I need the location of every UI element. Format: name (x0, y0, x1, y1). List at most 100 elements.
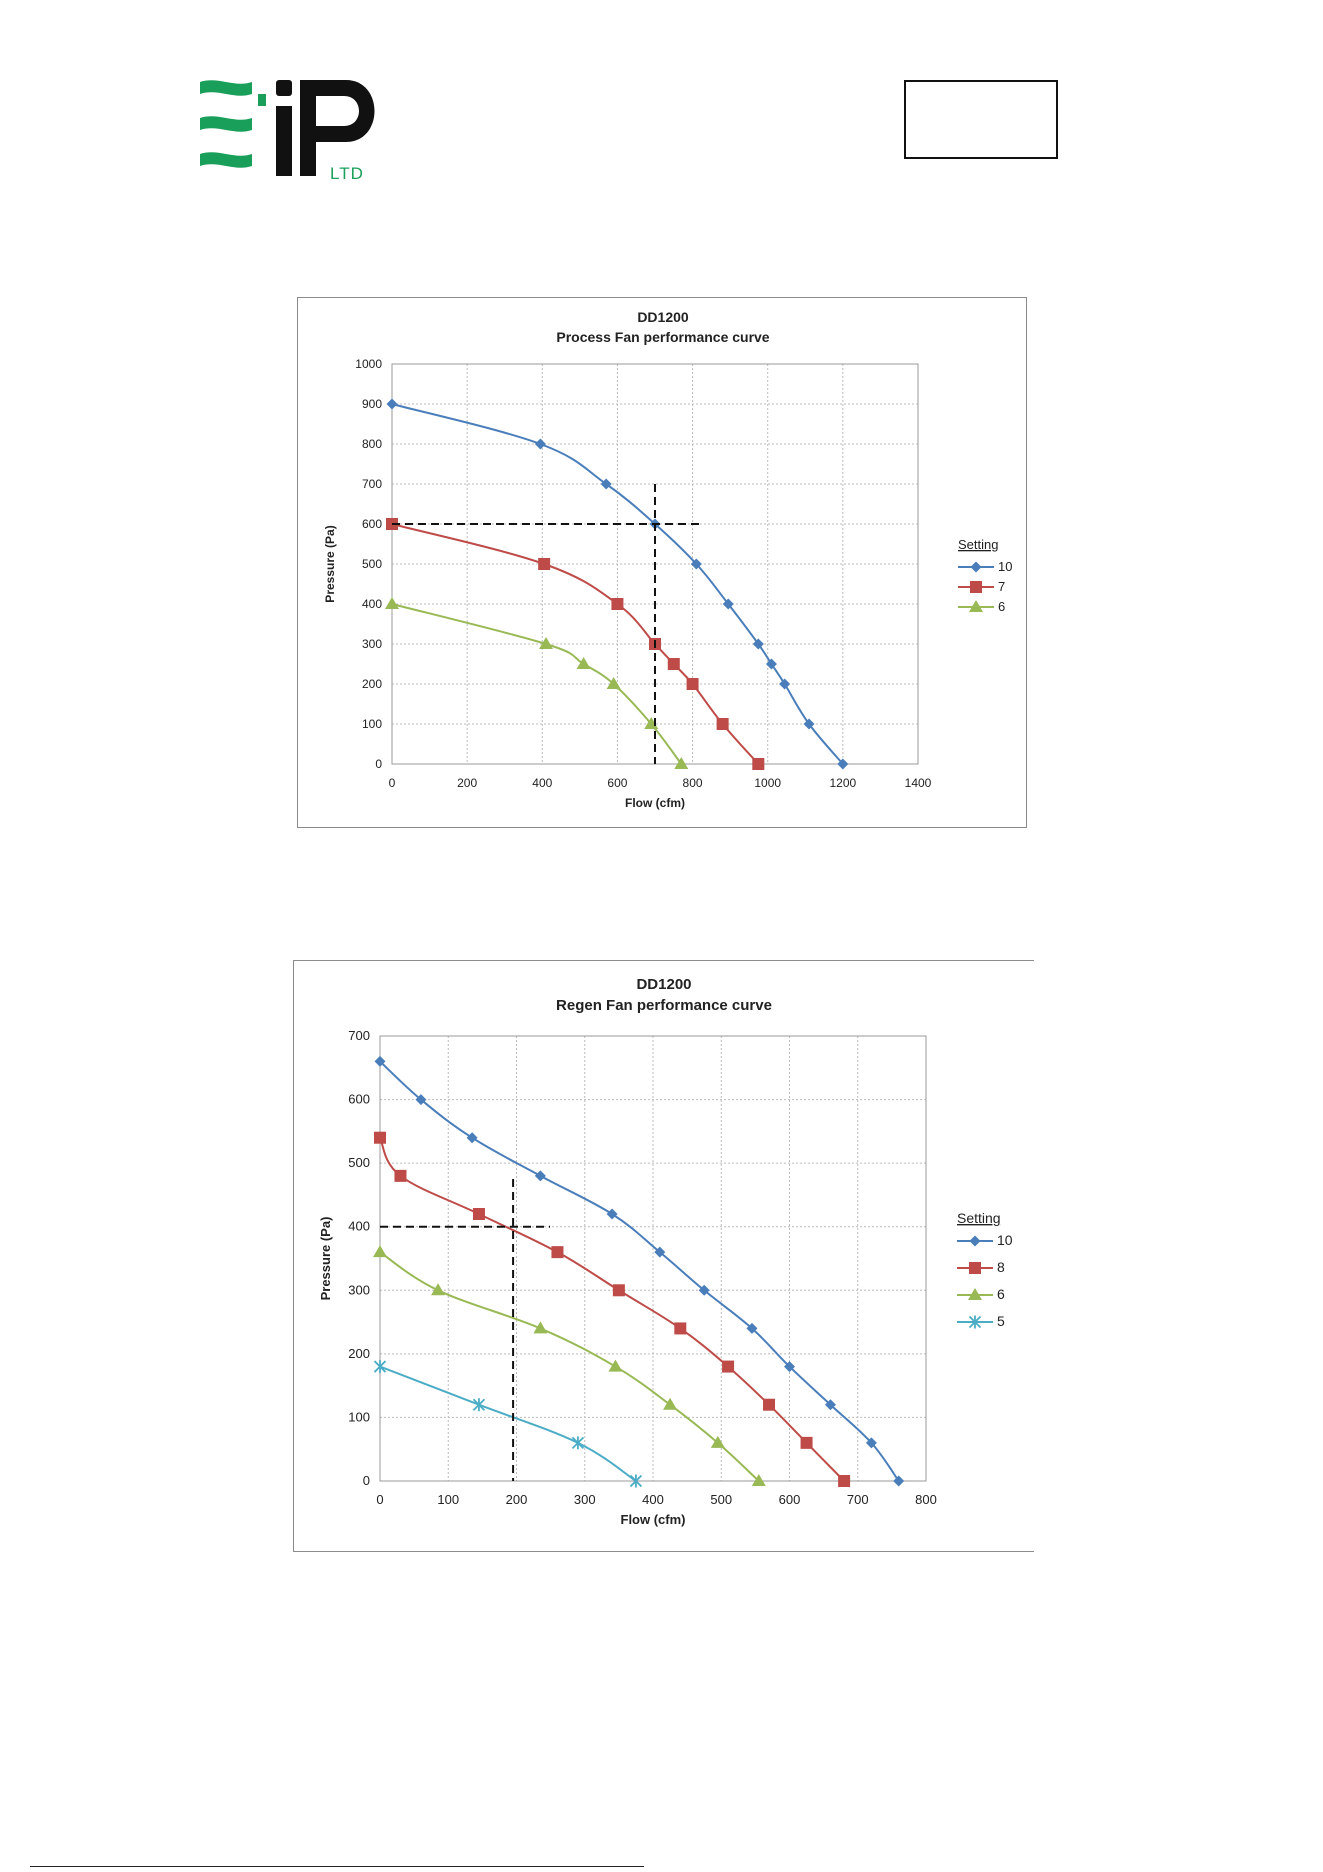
data-point-6 (373, 1245, 387, 1258)
y-tick-label: 1000 (355, 357, 382, 371)
legend-marker-10 (970, 561, 982, 573)
data-point-10 (534, 1170, 546, 1182)
x-tick-label: 800 (915, 1492, 937, 1507)
data-point-5 (629, 1474, 643, 1488)
y-tick-label: 700 (362, 477, 382, 491)
data-point-8 (800, 1436, 813, 1449)
company-logo (200, 80, 375, 176)
x-axis-label: Flow (cfm) (625, 796, 685, 810)
data-point-6 (663, 1397, 678, 1410)
legend-marker-6 (969, 600, 983, 612)
data-point-8 (612, 1284, 625, 1297)
data-point-7 (716, 718, 729, 730)
data-point-8 (674, 1322, 687, 1335)
series-line-7 (391, 523, 760, 765)
legend-title: Setting (958, 537, 998, 552)
y-tick-label: 100 (348, 1409, 370, 1424)
x-tick-label: 1400 (905, 776, 932, 790)
x-tick-label: 600 (779, 1492, 801, 1507)
legend-title: Setting (957, 1210, 1001, 1226)
data-point-8 (763, 1398, 776, 1411)
data-point-8 (374, 1131, 386, 1144)
data-point-8 (394, 1169, 407, 1182)
data-point-6 (576, 657, 591, 669)
data-point-10 (865, 1437, 877, 1449)
y-tick-label: 0 (363, 1473, 370, 1488)
reference-box (904, 80, 1058, 159)
x-tick-label: 200 (506, 1492, 528, 1507)
data-point-6 (751, 1474, 766, 1486)
y-tick-label: 500 (362, 557, 382, 571)
data-point-10 (784, 1361, 795, 1373)
chart-title: DD1200 (636, 976, 691, 993)
y-tick-label: 0 (375, 757, 382, 771)
series-line-10 (391, 403, 844, 765)
data-point-10 (415, 1094, 427, 1106)
y-tick-label: 400 (362, 597, 382, 611)
data-point-10 (386, 398, 398, 410)
data-point-7 (686, 678, 699, 690)
data-point-5 (373, 1360, 387, 1374)
data-point-6 (385, 597, 399, 609)
data-point-7 (752, 758, 765, 770)
legend-marker-5 (968, 1315, 982, 1329)
process-fan-chart-svg: DD1200 Process Fan performance curve 0 200 4… (323, 309, 1012, 810)
y-axis-label: Pressure (Pa) (318, 1217, 333, 1301)
plot-area (379, 1035, 927, 1482)
legend-label-10: 10 (998, 559, 1012, 574)
data-point-10 (837, 758, 849, 770)
legend-marker-6 (968, 1288, 982, 1300)
y-tick-label: 300 (362, 637, 382, 651)
legend-marker-8 (969, 1262, 981, 1274)
legend-label-10: 10 (997, 1232, 1013, 1248)
data-point-10 (746, 1322, 758, 1334)
data-point-7 (667, 658, 680, 670)
series-line-8 (379, 1137, 845, 1482)
data-point-6 (431, 1283, 446, 1296)
process-fan-chart: DD1200 Process Fan performance curve 0 200 4… (297, 297, 1027, 828)
x-tick-label: 300 (574, 1492, 596, 1507)
data-point-10 (824, 1399, 836, 1411)
series-line-5 (379, 1365, 637, 1482)
y-tick-label: 500 (348, 1155, 370, 1170)
x-tick-label: 0 (376, 1492, 383, 1507)
data-point-8 (551, 1246, 564, 1259)
legend-marker-7 (970, 581, 982, 593)
data-point-5 (472, 1398, 486, 1412)
data-point-10 (606, 1208, 618, 1220)
footer-rule (30, 1866, 644, 1867)
y-tick-label: 800 (362, 437, 382, 451)
legend-label-6: 6 (997, 1286, 1005, 1302)
x-tick-label: 800 (683, 776, 703, 790)
data-point-8 (838, 1475, 851, 1487)
chart-subtitle: Regen Fan performance curve (556, 997, 772, 1014)
data-point-8 (472, 1208, 485, 1220)
chart-title: DD1200 (637, 309, 689, 325)
data-point-10 (534, 438, 546, 450)
legend-label-7: 7 (998, 579, 1005, 594)
data-point-10 (374, 1055, 386, 1067)
x-tick-label: 1000 (754, 776, 781, 790)
data-point-10 (752, 638, 764, 650)
data-point-10 (803, 718, 815, 730)
legend-label-8: 8 (997, 1259, 1005, 1275)
y-tick-label: 700 (348, 1028, 370, 1043)
x-tick-label: 700 (847, 1492, 869, 1507)
x-tick-label: 400 (532, 776, 552, 790)
data-point-5 (571, 1436, 585, 1450)
x-tick-label: 1200 (830, 776, 857, 790)
series-line-10 (379, 1060, 900, 1482)
regen-fan-chart: DD1200 Regen Fan performance curve 0 100 200… (293, 960, 1034, 1552)
y-tick-label: 200 (362, 677, 382, 691)
legend-label-5: 5 (997, 1313, 1005, 1329)
chart-subtitle: Process Fan performance curve (556, 329, 769, 345)
legend-label-6: 6 (998, 599, 1005, 614)
legend-marker-10 (969, 1235, 981, 1247)
data-point-8 (722, 1360, 735, 1373)
data-point-6 (608, 1359, 623, 1372)
y-tick-label: 600 (348, 1092, 370, 1107)
data-point-10 (893, 1475, 905, 1487)
y-tick-label: 300 (348, 1282, 370, 1297)
data-point-10 (600, 478, 612, 490)
